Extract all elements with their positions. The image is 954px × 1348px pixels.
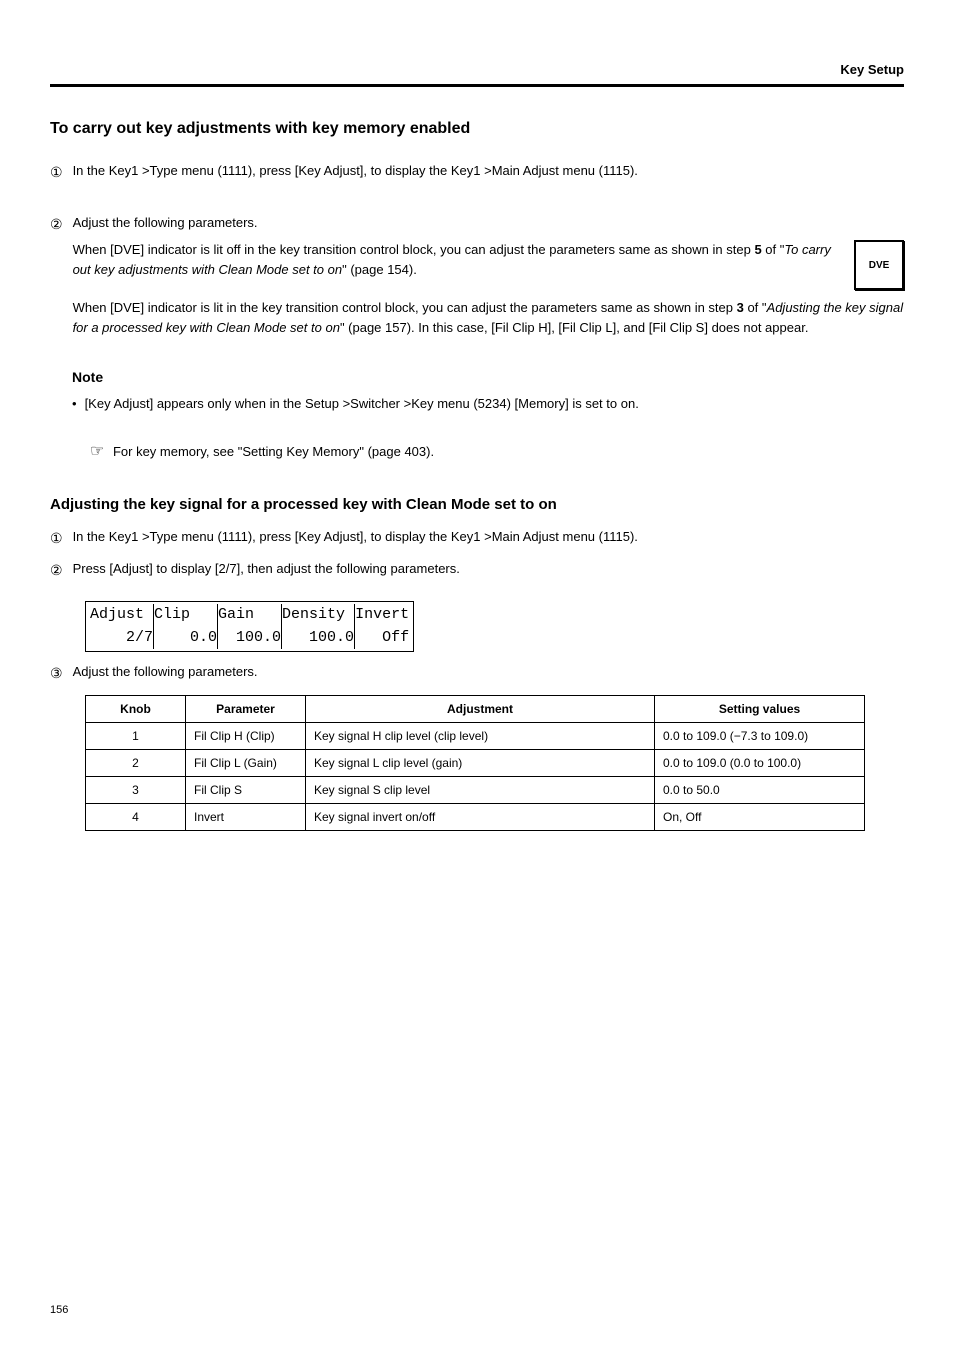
step-1-1-text: In the Key1 >Type menu (1111), press [Ke…: [73, 161, 904, 181]
table-cell: Key signal H clip level (clip level): [306, 722, 655, 749]
top-rule: [50, 84, 904, 87]
section-title-1: To carry out key adjustments with key me…: [50, 117, 904, 141]
table-cell: 4: [86, 803, 186, 830]
table-cell: 0.0 to 109.0 (−7.3 to 109.0): [655, 722, 865, 749]
step-marker-2-2: ②: [50, 559, 63, 581]
step-1-2: ② Adjust the following parameters. When …: [50, 213, 904, 338]
table-cell: Fil Clip L (Gain): [186, 749, 306, 776]
note-1-text: [Key Adjust] appears only when in the Se…: [85, 394, 639, 414]
table-cell: On, Off: [655, 803, 865, 830]
step-1-2c-text: When [DVE] indicator is lit in the key t…: [73, 298, 904, 337]
step-2-2-text: Press [Adjust] to display [2/7], then ad…: [73, 559, 904, 579]
step-2-3: ③ Adjust the following parameters.: [50, 662, 904, 684]
col-header-param: Parameter: [186, 695, 306, 722]
see-reference: ☞ For key memory, see "Setting Key Memor…: [90, 440, 904, 464]
step-1-2b-text: When [DVE] indicator is lit off in the k…: [73, 240, 854, 279]
parameter-table: Knob Parameter Adjustment Setting values…: [85, 695, 865, 831]
step-marker-1: ①: [50, 161, 63, 183]
pointer-icon: ☞: [90, 443, 104, 460]
dve-button-icon: DVE: [854, 240, 904, 290]
table-row: 3Fil Clip SKey signal S clip level0.0 to…: [86, 776, 865, 803]
step-marker-2: ②: [50, 213, 63, 235]
step-2-1: ① In the Key1 >Type menu (1111), press […: [50, 527, 904, 549]
table-cell: 0.0 to 50.0: [655, 776, 865, 803]
table-cell: 1: [86, 722, 186, 749]
page-number: 156: [50, 1302, 68, 1319]
page-heading: Key Setup: [50, 60, 904, 80]
bullet: •: [72, 394, 77, 415]
col-header-knob: Knob: [86, 695, 186, 722]
table-cell: Invert: [186, 803, 306, 830]
table-cell: 3: [86, 776, 186, 803]
table-header-row: Knob Parameter Adjustment Setting values: [86, 695, 865, 722]
table-cell: Fil Clip H (Clip): [186, 722, 306, 749]
see-ref-text: For key memory, see "Setting Key Memory"…: [113, 444, 434, 459]
table-cell: Fil Clip S: [186, 776, 306, 803]
step-marker-2-1: ①: [50, 527, 63, 549]
table-row: 2Fil Clip L (Gain)Key signal L clip leve…: [86, 749, 865, 776]
adjust-display: Adjust Clip Gain Density Invert 2/7 0.0 …: [85, 601, 414, 652]
step-1-1: ① In the Key1 >Type menu (1111), press […: [50, 161, 904, 183]
table-cell: 2: [86, 749, 186, 776]
table-row: 4InvertKey signal invert on/offOn, Off: [86, 803, 865, 830]
table-cell: Key signal L clip level (gain): [306, 749, 655, 776]
step-2-2: ② Press [Adjust] to display [2/7], then …: [50, 559, 904, 581]
col-header-range: Setting values: [655, 695, 865, 722]
table-cell: Key signal invert on/off: [306, 803, 655, 830]
table-cell: 0.0 to 109.0 (0.0 to 100.0): [655, 749, 865, 776]
note-label: Note: [72, 367, 904, 388]
subhead: Adjusting the key signal for a processed…: [50, 494, 904, 517]
col-header-adj: Adjustment: [306, 695, 655, 722]
step-marker-2-3: ③: [50, 662, 63, 684]
table-cell: Key signal S clip level: [306, 776, 655, 803]
step-1-2a-text: Adjust the following parameters.: [73, 213, 904, 233]
step-2-1-text: In the Key1 >Type menu (1111), press [Ke…: [73, 527, 904, 547]
table-row: 1Fil Clip H (Clip)Key signal H clip leve…: [86, 722, 865, 749]
note-block: Note • [Key Adjust] appears only when in…: [72, 367, 904, 415]
step-2-3-text: Adjust the following parameters.: [73, 662, 904, 682]
